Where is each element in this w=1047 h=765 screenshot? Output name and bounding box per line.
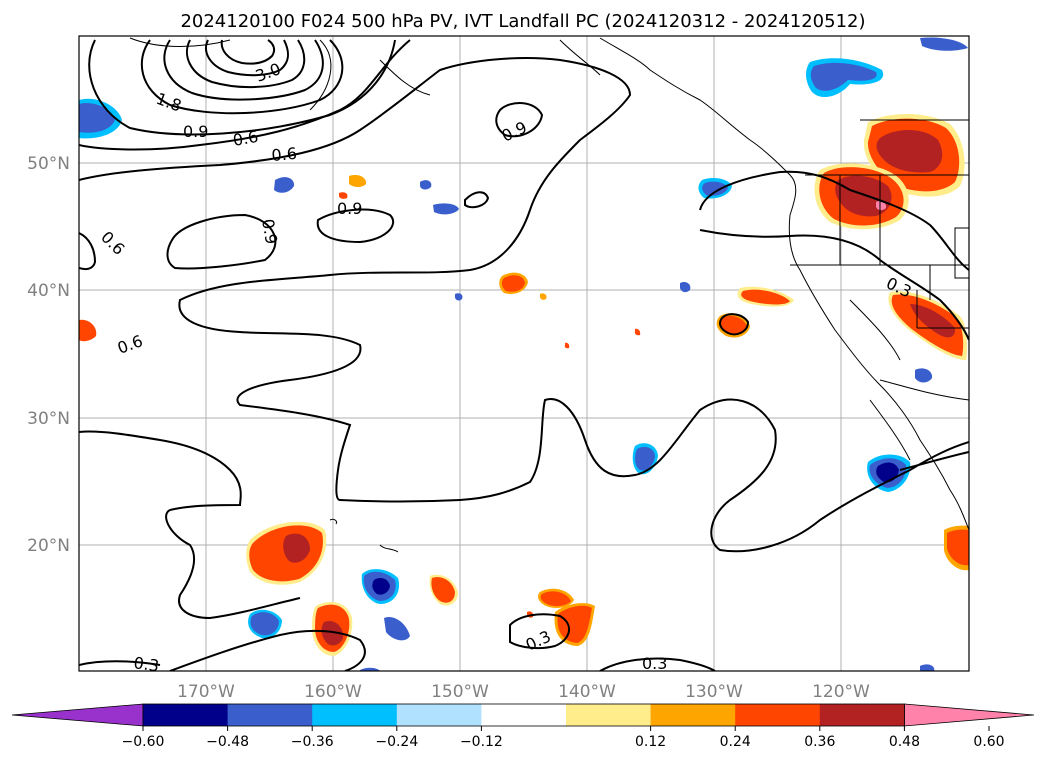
- contour-label: 0.6: [271, 144, 298, 165]
- colorbar-tick-label: 0.12: [635, 734, 666, 750]
- lat-label: 20°N: [27, 536, 70, 556]
- colorbar-cells: [11, 703, 1035, 727]
- lon-label: 120°W: [812, 682, 870, 702]
- colorbar-tick-label: 0.36: [804, 734, 835, 750]
- colorbar-cell: [819, 704, 905, 726]
- colorbar-ticks: −0.60 −0.48 −0.36 −0.24 −0.12 0.12 0.24 0.36 0.4…: [122, 726, 1005, 750]
- map-frame: [78, 35, 970, 672]
- colorbar-extend-max: [904, 703, 1035, 727]
- contour-label: 0.9: [258, 217, 281, 245]
- colorbar: −0.60 −0.48 −0.36 −0.24 −0.12 0.12 0.24 0.36 0.4…: [11, 703, 1035, 750]
- colorbar-tick-label: −0.12: [460, 734, 503, 750]
- longitude-labels: 170°W 160°W 150°W 140°W 130°W 120°W: [177, 682, 870, 702]
- colorbar-cell: [735, 704, 821, 726]
- colorbar-tick-label: 0.48: [889, 734, 920, 750]
- contour-label: 0.6: [231, 127, 259, 150]
- colorbar-tick-label: −0.24: [375, 734, 418, 750]
- colorbar-cell: [566, 704, 652, 726]
- colorbar-cell: [481, 704, 567, 726]
- colorbar-tick-label: 0.24: [720, 734, 751, 750]
- lat-label: 40°N: [27, 281, 70, 301]
- map-plot-area: 3.0 1.8 0.9 0.6 0.6 0.9 0.9 0.9 0.6 0.6 …: [79, 36, 969, 675]
- contour-label: 0.9: [337, 199, 362, 218]
- colorbar-outline: [142, 703, 905, 727]
- lat-label: 50°N: [27, 154, 70, 174]
- gridlines: [79, 36, 969, 671]
- colorbar-tick-label: −0.48: [206, 734, 249, 750]
- colorbar-cell: [312, 704, 398, 726]
- colorbar-tick-label: −0.36: [291, 734, 334, 750]
- colorbar-cell: [650, 704, 736, 726]
- pv-contours: [79, 39, 969, 671]
- contour-label: 0.3: [132, 653, 160, 675]
- colorbar-tick-label: −0.60: [122, 734, 165, 750]
- colorbar-cell: [396, 704, 482, 726]
- lon-label: 170°W: [177, 682, 235, 702]
- lon-label: 130°W: [685, 682, 743, 702]
- colorbar-cell: [227, 704, 313, 726]
- map-title: 2024120100 F024 500 hPa PV, IVT Landfall…: [180, 11, 865, 32]
- lon-label: 140°W: [558, 682, 616, 702]
- contour-label: 0.3: [642, 654, 667, 673]
- negative-anomaly-regions: [79, 37, 968, 671]
- lon-label: 150°W: [431, 682, 489, 702]
- colorbar-extend-min: [11, 703, 144, 727]
- coastlines: [129, 37, 969, 553]
- lon-label: 160°W: [304, 682, 362, 702]
- lat-label: 30°N: [27, 409, 70, 429]
- colorbar-cell: [143, 704, 229, 726]
- contour-label: 0.9: [183, 122, 208, 141]
- colorbar-tick-label: 0.60: [973, 734, 1004, 750]
- latitude-labels: 50°N 40°N 30°N 20°N: [27, 154, 70, 556]
